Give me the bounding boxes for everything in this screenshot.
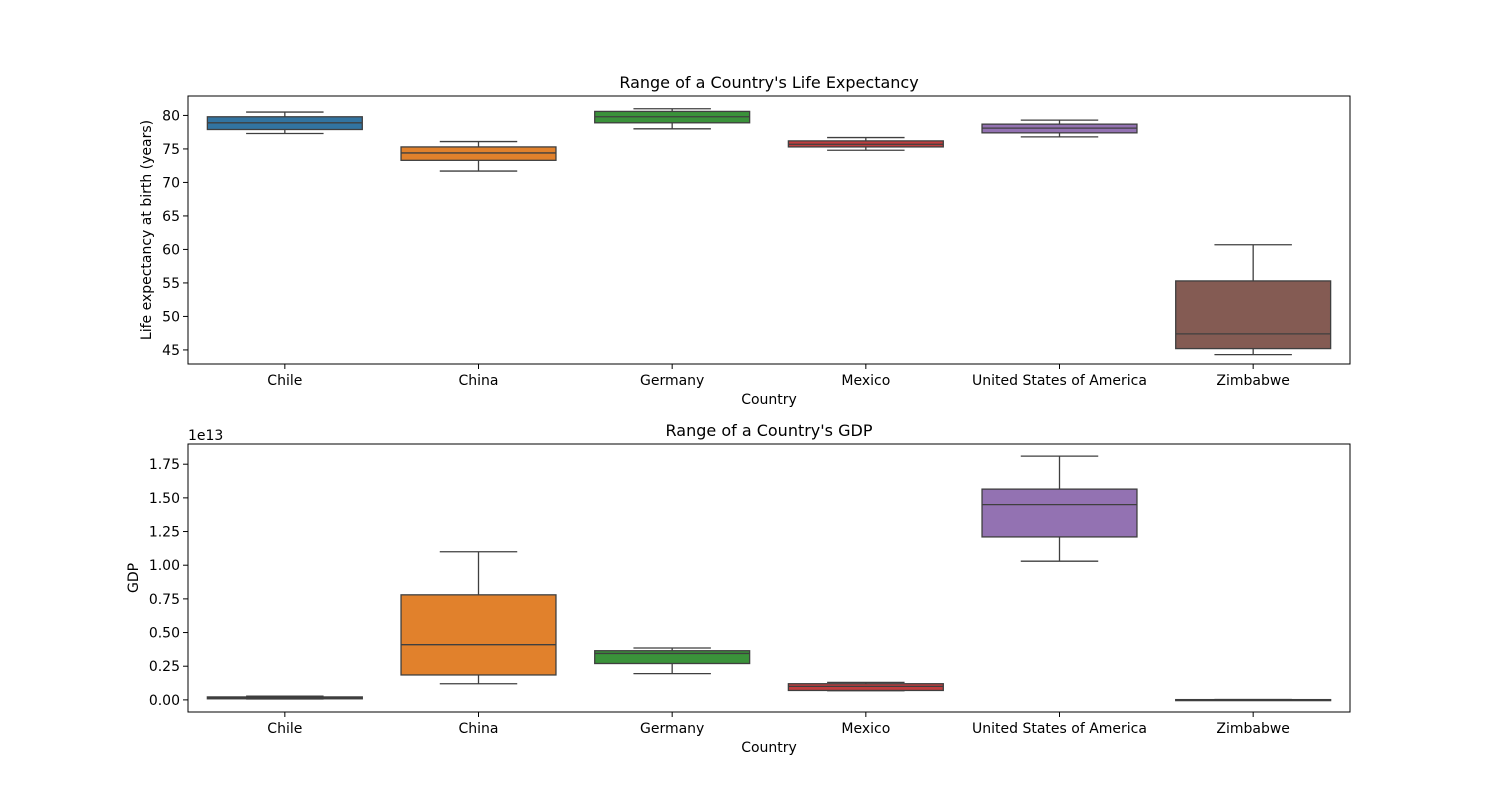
chart-marks: 0.00 0.25 0.50 0.75 1.00 1.25 1.50 1.75 Chile Chi…	[149, 455, 1332, 737]
box-mexico	[787, 681, 944, 692]
chart-title: Range of a Country's GDP	[666, 421, 873, 440]
box-body	[594, 650, 751, 665]
box-china	[400, 551, 557, 685]
x-tick-label: Mexico	[841, 373, 890, 389]
x-tick-label: Germany	[640, 721, 704, 737]
box-body	[400, 146, 557, 161]
y-tick-label: 45	[162, 343, 180, 359]
box-zimbabwe	[1175, 244, 1332, 356]
y-tick-label: 60	[162, 242, 180, 258]
y-tick-label: 0.00	[149, 693, 180, 709]
y-axis-label: GDP	[126, 563, 142, 593]
x-tick-label: United States of America	[972, 721, 1147, 737]
box-body	[400, 594, 557, 676]
x-tick-label: China	[459, 373, 499, 389]
y-tick-label: 75	[162, 142, 180, 158]
chart-marks: 45 50 55 60 65 70 75 80 Chile China Germany Mexico U…	[162, 108, 1332, 389]
y-tick-label: 80	[162, 108, 180, 124]
box-zimbabwe	[1175, 698, 1332, 702]
x-tick-label: Chile	[267, 373, 302, 389]
box-mexico	[787, 136, 944, 151]
x-tick-label: Germany	[640, 373, 704, 389]
x-tick-label: Zimbabwe	[1216, 373, 1290, 389]
box-germany	[594, 647, 751, 675]
y-tick-label: 50	[162, 309, 180, 325]
y-tick-label: 1.50	[149, 491, 180, 507]
y-tick-label: 1.00	[149, 558, 180, 574]
y-tick-label: 1.25	[149, 525, 180, 541]
y-tick-label: 70	[162, 175, 180, 191]
y-tick-label: 0.50	[149, 626, 180, 642]
box-chile	[206, 111, 363, 135]
x-axis-label: Country	[741, 740, 797, 756]
life-expectancy-chart: Range of a Country's Life Expectancy Cou…	[139, 73, 1351, 408]
y-tick-label: 0.25	[149, 659, 180, 675]
x-tick-label: China	[459, 721, 499, 737]
y-tick-label: 0.75	[149, 592, 180, 608]
x-tick-label: Zimbabwe	[1216, 721, 1290, 737]
box-china	[400, 140, 557, 172]
chart-title: Range of a Country's Life Expectancy	[619, 73, 918, 92]
box-germany	[594, 108, 751, 130]
x-axis-label: Country	[741, 392, 797, 408]
box-body	[787, 683, 944, 692]
y-axis-label: Life expectancy at birth (years)	[139, 120, 155, 340]
box-body	[981, 488, 1138, 538]
y-tick-label: 55	[162, 276, 180, 292]
box-united-states-of-america	[981, 455, 1138, 562]
box-united-states-of-america	[981, 119, 1138, 138]
box-body	[1175, 280, 1332, 350]
y-tick-label: 65	[162, 209, 180, 225]
box-chile	[206, 695, 363, 700]
x-tick-label: Mexico	[841, 721, 890, 737]
gdp-chart: Range of a Country's GDP Country GDP 1e1…	[126, 421, 1351, 756]
x-tick-label: United States of America	[972, 373, 1147, 389]
plot-area-frame	[187, 443, 1351, 713]
y-tick-label: 1.75	[149, 457, 180, 473]
y-axis-offset-label: 1e13	[188, 428, 223, 444]
x-tick-label: Chile	[267, 721, 302, 737]
plot-area-frame	[187, 95, 1351, 365]
